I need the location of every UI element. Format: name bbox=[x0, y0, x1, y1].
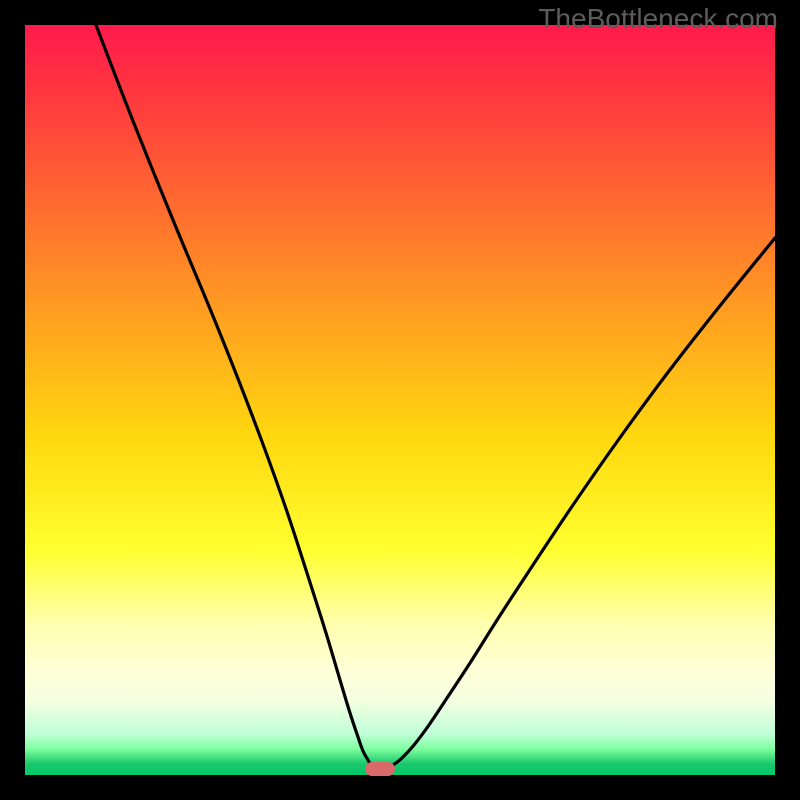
bottleneck-curve bbox=[25, 25, 775, 775]
curve-left-branch bbox=[96, 25, 374, 768]
watermark-text: TheBottleneck.com bbox=[538, 3, 778, 35]
curve-right-branch bbox=[388, 238, 776, 768]
optimal-marker bbox=[365, 762, 395, 776]
plot-area bbox=[25, 25, 775, 775]
